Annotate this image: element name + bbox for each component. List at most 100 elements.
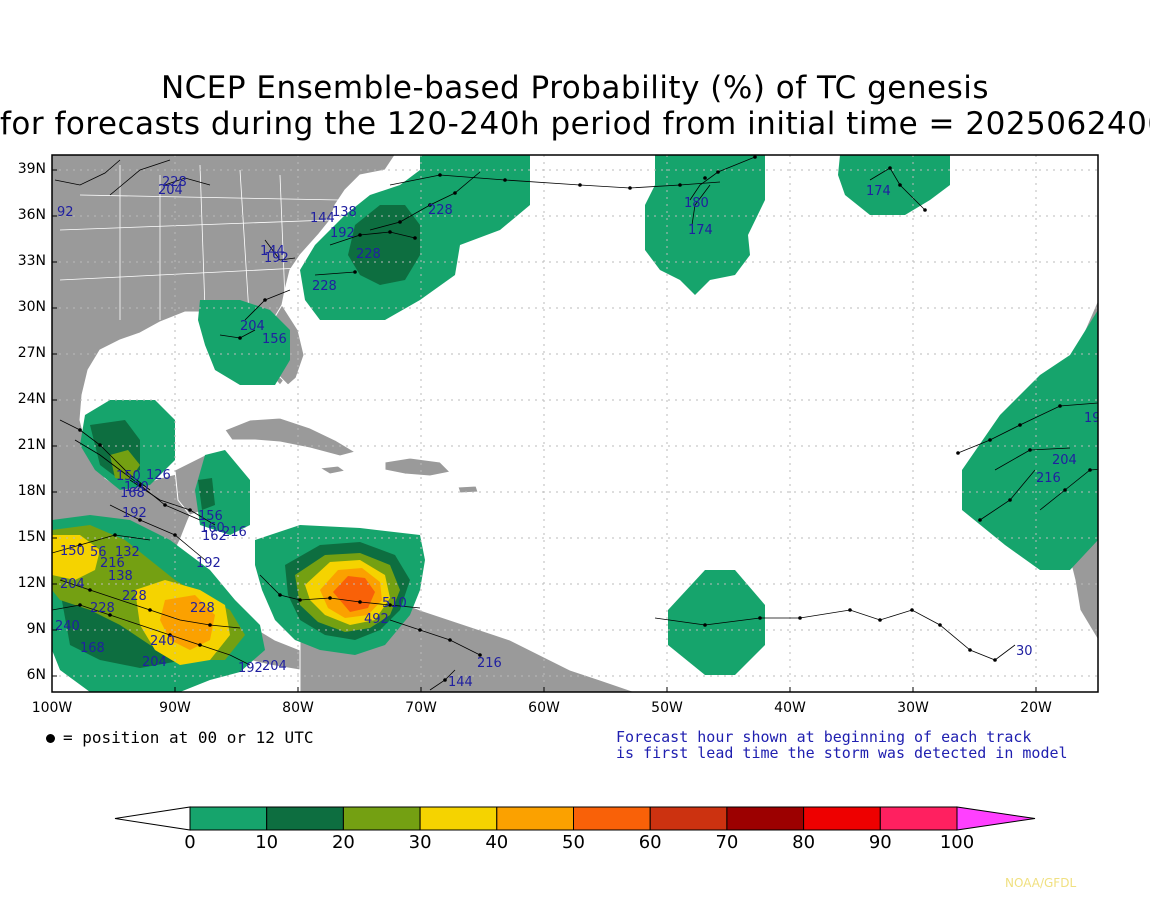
colorbar-segment [496,806,574,831]
lon-label: 20W [1020,700,1052,716]
track-start-label: 192 [1084,411,1109,426]
track-start-label: 144 [448,675,473,690]
lon-label: 90W [159,700,191,716]
lon-label: 100W [31,700,73,716]
colorbar-tick: 80 [792,832,816,853]
colorbar-tick: 20 [331,832,355,853]
track-start-label: 168 [120,486,145,501]
colorbar-segment [649,806,728,831]
colorbar-tick: 10 [255,832,279,853]
track-start-label: 216 [100,556,125,571]
colorbar-segment [803,806,881,831]
lat-label: 15N [17,529,46,545]
lat-label: 27N [17,345,46,361]
track-start-label: 216 [477,656,502,671]
lat-label: 24N [17,391,46,407]
track-start-label: 228 [90,601,115,616]
colorbar-tick: 50 [562,832,585,853]
track-start-label: 204 [60,577,85,592]
lon-label: 80W [282,700,314,716]
track-start-label: 174 [866,184,891,199]
colorbar-segment [342,806,421,831]
track-start-label: 204 [158,183,183,198]
colorbar-tick: 60 [638,832,662,853]
track-start-label: 138 [108,569,133,584]
colorbar-segment [879,806,958,831]
track-start-label: 150 [60,544,85,559]
track-start-label: 156 [198,509,223,524]
track-start-label: 160 [200,521,225,536]
position-legend: = position at 00 or 12 UTC [46,728,313,747]
track-start-label: 162 [202,529,227,544]
track-start-label: 192 [330,226,355,241]
colorbar-segment [573,806,651,831]
track-start-label: 192 [196,556,221,571]
lat-label: 30N [17,299,46,315]
lat-label: 6N [26,667,46,683]
lon-label: 50W [651,700,683,716]
track-start-label: 204 [1052,453,1077,468]
title-line-1: NCEP Ensemble-based Probability (%) of T… [160,70,990,106]
forecast-note-line-2: is first lead time the storm was detecte… [616,744,1068,762]
track-start-label: 216 [1036,471,1061,486]
colorbar-tick: 90 [868,832,892,853]
lon-label: 70W [405,700,437,716]
colorbar-segment [266,806,344,831]
colorbar-tick: 40 [485,832,509,853]
lat-label: 12N [17,575,46,591]
lat-label: 9N [26,621,46,637]
track-points [78,155,1092,682]
colorbar-low-arrow [114,806,191,831]
colorbar-tick: 30 [408,832,432,853]
track-start-label: 204 [240,319,265,334]
title-line-2: for forecasts during the 120-240h period… [0,106,1150,142]
colorbar [114,806,1036,831]
track-start-label: 192 [122,506,147,521]
lat-label: 39N [17,161,46,177]
lat-label: 36N [17,207,46,223]
lat-label: 18N [17,483,46,499]
track-start-label: 492 [364,612,389,627]
track-start-label: 192 [264,251,289,266]
position-dot-icon [46,734,55,743]
track-start-label: 228 [162,175,187,190]
track-start-label: 156 [262,332,287,347]
colorbar-segment [419,806,498,831]
track-start-label: 204 [262,659,287,674]
colorbar-segment [189,806,268,831]
lat-label: 21N [17,437,46,453]
track-start-label: 228 [312,279,337,294]
track-start-label: 138 [332,205,357,220]
colorbar-tick: 70 [715,832,739,853]
track-start-label: 192 [238,661,263,676]
track-start-label: 240 [150,634,175,649]
track-start-label: 56 [90,545,107,560]
track-start-label: 228 [122,589,147,604]
position-legend-text: = position at 00 or 12 UTC [63,728,314,747]
track-start-label: 150 [116,469,141,484]
track-start-label: 144 [260,244,285,259]
track-start-label: 204 [142,655,167,670]
colorbar-tick: 0 [184,832,196,853]
track-start-label: 30 [1016,644,1033,659]
track-start-label: 228 [190,601,215,616]
track-start-label: 510 [382,596,407,611]
lon-label: 40W [774,700,806,716]
lat-label: 33N [17,253,46,269]
track-start-label: 228 [356,247,381,262]
colorbar-high-arrow [956,806,1036,831]
track-start-label: 92 [57,205,74,220]
lon-label: 60W [528,700,560,716]
track-start-label: 120 [124,480,149,495]
track-start-label: 126 [146,468,171,483]
credit: NOAA/GFDL [1005,876,1077,890]
track-start-label: 174 [688,223,713,238]
track-start-label: 168 [80,641,105,656]
colorbar-tick: 100 [939,832,975,853]
track-start-label: 216 [222,525,247,540]
lon-label: 30W [897,700,929,716]
track-start-label: 180 [684,196,709,211]
forecast-note-line-1: Forecast hour shown at beginning of each… [616,728,1032,746]
track-start-label: 132 [115,545,140,560]
